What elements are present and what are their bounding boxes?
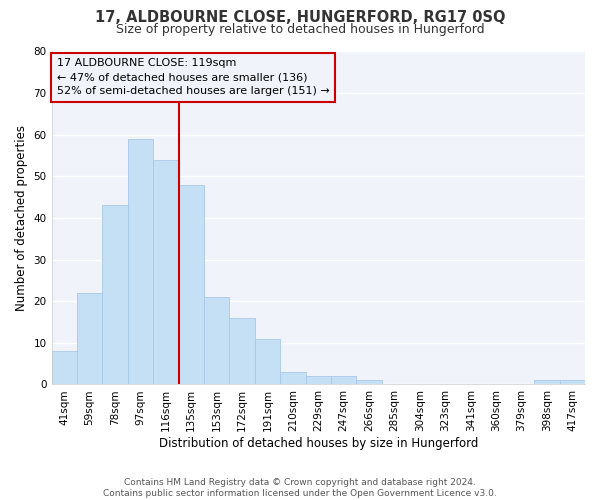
Bar — [356, 380, 382, 384]
Bar — [128, 139, 153, 384]
Bar — [331, 376, 356, 384]
Bar — [534, 380, 560, 384]
X-axis label: Distribution of detached houses by size in Hungerford: Distribution of detached houses by size … — [158, 437, 478, 450]
Bar — [560, 380, 585, 384]
Text: 17 ALDBOURNE CLOSE: 119sqm
← 47% of detached houses are smaller (136)
52% of sem: 17 ALDBOURNE CLOSE: 119sqm ← 47% of deta… — [57, 58, 329, 96]
Bar — [204, 297, 229, 384]
Text: Contains HM Land Registry data © Crown copyright and database right 2024.
Contai: Contains HM Land Registry data © Crown c… — [103, 478, 497, 498]
Bar — [52, 351, 77, 384]
Text: Size of property relative to detached houses in Hungerford: Size of property relative to detached ho… — [116, 22, 484, 36]
Y-axis label: Number of detached properties: Number of detached properties — [15, 125, 28, 311]
Bar — [305, 376, 331, 384]
Bar — [153, 160, 179, 384]
Bar — [103, 206, 128, 384]
Bar — [229, 318, 255, 384]
Bar — [77, 293, 103, 384]
Bar — [255, 338, 280, 384]
Text: 17, ALDBOURNE CLOSE, HUNGERFORD, RG17 0SQ: 17, ALDBOURNE CLOSE, HUNGERFORD, RG17 0S… — [95, 10, 505, 25]
Bar — [280, 372, 305, 384]
Bar — [179, 184, 204, 384]
